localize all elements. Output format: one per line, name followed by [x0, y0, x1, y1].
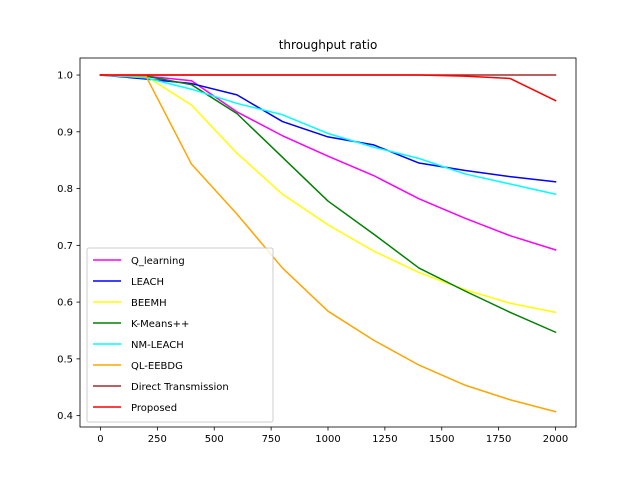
x-tick-label: 1500: [429, 434, 454, 445]
x-tick-label: 500: [205, 434, 224, 445]
x-tick-label: 250: [148, 434, 167, 445]
y-tick-label: 0.6: [57, 298, 73, 309]
x-tick-label: 1750: [486, 434, 511, 445]
legend-label: QL-EEBDG: [131, 361, 183, 372]
legend-label: LEACH: [131, 277, 164, 288]
chart-title: throughput ratio: [279, 38, 378, 52]
series-line-beemh: [99, 74, 557, 314]
legend-label: Direct Transmission: [131, 382, 229, 393]
legend-label: NM-LEACH: [131, 340, 184, 351]
y-tick-label: 0.4: [57, 411, 73, 422]
series-line-nm-leach: [99, 74, 557, 196]
y-tick-label: 0.8: [57, 184, 73, 195]
series-line-k-means-: [99, 74, 557, 334]
legend: Q_learning LEACH BEEMH K-Means++ NM-LEACH QL-…: [86, 247, 274, 423]
x-tick-label: 1000: [315, 434, 340, 445]
y-tick-label: 0.9: [57, 127, 73, 138]
plot-area: [99, 74, 557, 413]
legend-box: [86, 247, 274, 423]
legend-label: BEEMH: [131, 298, 167, 309]
axes: 0 250 500 750 1000 1250 1500 1750 2000 0.4 0.5 0.6 0…: [57, 57, 577, 445]
x-tick-label: 2000: [543, 434, 568, 445]
y-tick-label: 0.7: [57, 241, 73, 252]
legend-label: Q_learning: [131, 256, 185, 267]
series-line-ql-eebdg: [99, 74, 557, 413]
series-line-q-learning: [99, 74, 557, 251]
x-tick-label: 750: [262, 434, 281, 445]
legend-label: Proposed: [131, 403, 177, 414]
x-tick-label: 1250: [372, 434, 397, 445]
y-tick-label: 0.5: [57, 354, 73, 365]
series-line-proposed: [99, 74, 557, 102]
y-tick-label: 1.0: [57, 71, 73, 82]
legend-label: K-Means++: [131, 319, 189, 330]
x-tick-label: 0: [97, 434, 103, 445]
